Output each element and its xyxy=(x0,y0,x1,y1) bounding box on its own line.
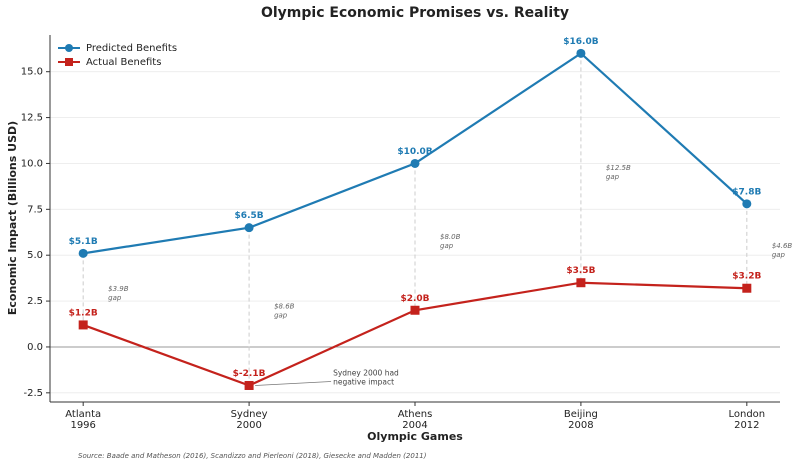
x-tick-label-line: 2004 xyxy=(402,420,427,431)
point xyxy=(78,248,88,258)
x-tick-label: Sydney 2000 xyxy=(231,409,268,431)
gap-label: $8.0B gap xyxy=(440,233,461,250)
annotation-line: negative impact xyxy=(333,377,394,386)
value-label: $3.5B xyxy=(566,266,595,276)
y-tick-label: 5.0 xyxy=(27,250,43,261)
value-label: $7.8B xyxy=(732,187,761,197)
y-axis-label: Economic Impact (Billions USD) xyxy=(6,121,19,315)
x-tick-label: Atlanta 1996 xyxy=(65,409,101,431)
x-tick-label: Beijing 2008 xyxy=(564,409,598,431)
gap-label-line: gap xyxy=(274,312,288,320)
x-tick-label: London 2012 xyxy=(728,409,765,431)
point xyxy=(576,278,586,288)
point xyxy=(742,283,752,293)
legend-label: Predicted Benefits xyxy=(86,43,177,54)
x-tick-label-line: Atlanta xyxy=(65,409,101,420)
y-tick-label: 12.5 xyxy=(21,113,43,124)
value-label: $1.2B xyxy=(69,308,98,318)
point xyxy=(576,48,586,58)
value-label: $5.1B xyxy=(69,237,98,247)
annotation-line: Sydney 2000 had xyxy=(333,368,399,377)
value-label: $2.0B xyxy=(400,294,429,304)
y-tick-label: 7.5 xyxy=(27,204,43,215)
gap-label: $3.9B gap xyxy=(108,285,129,302)
gap-label: $8.6B gap xyxy=(274,303,295,320)
legend-marker xyxy=(65,58,73,66)
annotation: Sydney 2000 had negative impact xyxy=(333,368,399,386)
x-axis-label: Olympic Games xyxy=(367,430,463,443)
chart-title: Olympic Economic Promises vs. Reality xyxy=(261,5,569,21)
y-tick-label: 15.0 xyxy=(21,67,43,78)
gap-label-line: gap xyxy=(606,173,620,181)
point xyxy=(742,199,752,209)
x-tick-label-line: Sydney xyxy=(231,409,268,420)
gap-label-line: $4.6B xyxy=(772,242,793,250)
y-tick-label: -2.5 xyxy=(23,388,43,399)
y-tick-label: 10.0 xyxy=(21,158,43,169)
y-tick-label: 2.5 xyxy=(27,296,43,307)
value-label: $3.2B xyxy=(732,272,761,282)
gap-label-line: gap xyxy=(440,242,454,250)
value-label: $6.5B xyxy=(235,211,264,221)
value-label: $16.0B xyxy=(563,37,598,47)
gap-label-line: $3.9B xyxy=(108,285,129,293)
legend-marker xyxy=(65,44,73,52)
annotation-arrow xyxy=(255,381,332,386)
gap-label-line: gap xyxy=(772,251,786,259)
point xyxy=(410,305,420,315)
point xyxy=(244,380,254,390)
source-note: Source: Baade and Matheson (2016), Scand… xyxy=(78,452,427,460)
x-tick-label-line: Athens xyxy=(398,409,433,420)
gap-label-line: $8.6B xyxy=(274,303,295,311)
point xyxy=(244,223,254,233)
x-tick-label-line: London xyxy=(728,409,765,420)
x-tick-label: Athens 2004 xyxy=(398,409,433,431)
gap-label: $4.6B gap xyxy=(772,242,793,259)
gap-label-line: $12.5B xyxy=(606,164,631,172)
value-label: $10.0B xyxy=(397,147,432,157)
point xyxy=(78,320,88,330)
point xyxy=(410,158,420,168)
x-tick-label-line: Beijing xyxy=(564,409,598,420)
gap-label-line: $8.0B xyxy=(440,233,461,241)
x-tick-label-line: 1996 xyxy=(70,420,95,431)
legend-label: Actual Benefits xyxy=(86,57,161,68)
y-tick-label: 0.0 xyxy=(27,342,43,353)
x-tick-label-line: 2012 xyxy=(734,420,759,431)
x-tick-label-line: 2008 xyxy=(568,420,593,431)
gap-label: $12.5B gap xyxy=(606,164,631,181)
x-tick-label-line: 2000 xyxy=(236,420,261,431)
value-label: $-2.1B xyxy=(233,369,266,379)
gap-label-line: gap xyxy=(108,294,122,302)
